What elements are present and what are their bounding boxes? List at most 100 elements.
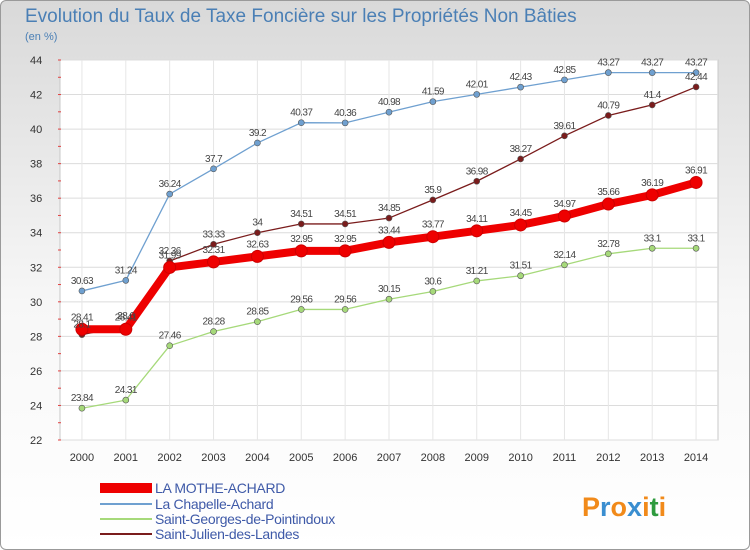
data-label: 28.28 xyxy=(203,317,226,328)
data-point xyxy=(119,322,133,336)
data-label: 35.66 xyxy=(597,187,620,198)
data-label: 32.31 xyxy=(203,245,226,256)
data-label: 33.33 xyxy=(203,229,226,240)
data-point xyxy=(517,272,524,280)
y-tick-label: 42 xyxy=(30,90,42,102)
data-point xyxy=(254,318,261,325)
data-point xyxy=(166,190,173,198)
chart-subtitle: (en %) xyxy=(25,31,57,43)
data-point xyxy=(210,328,217,335)
data-label: 31.51 xyxy=(510,261,533,272)
data-label: 43.27 xyxy=(641,58,664,69)
data-label: 40.36 xyxy=(334,108,357,119)
data-label: 30.6 xyxy=(424,276,442,287)
data-label: 42.44 xyxy=(685,72,708,83)
data-point xyxy=(429,196,437,204)
data-label: 39.2 xyxy=(249,128,267,139)
y-tick-label: 26 xyxy=(30,366,42,378)
data-point xyxy=(385,214,393,222)
data-label: 30.15 xyxy=(378,284,401,295)
data-label: 32.36 xyxy=(159,246,182,257)
data-point xyxy=(207,255,221,269)
data-label: 34.11 xyxy=(466,214,488,225)
data-label: 31.21 xyxy=(466,266,489,277)
data-label: 39.61 xyxy=(553,121,576,132)
axes: 22 24 26 28 30 32 34 36 38 40 42 44 2000 2001 2002 2003… xyxy=(30,55,708,464)
data-label: 28.41 xyxy=(115,312,138,323)
data-point xyxy=(341,306,349,313)
data-point xyxy=(297,306,305,313)
data-label: 28.6 xyxy=(117,311,135,322)
data-point xyxy=(601,197,615,211)
data-point xyxy=(517,83,524,91)
data-label: 36.24 xyxy=(159,179,182,190)
data-label: 31.99 xyxy=(159,250,182,261)
x-tick-label: 2000 xyxy=(70,452,94,464)
data-point xyxy=(382,235,396,249)
x-tick-label: 2010 xyxy=(508,452,532,464)
data-label: 28.1 xyxy=(73,320,91,331)
data-point xyxy=(605,112,612,119)
data-label: 30.63 xyxy=(71,276,94,287)
logo-letter: x xyxy=(627,492,642,522)
data-point xyxy=(605,250,612,258)
x-tick-label: 2007 xyxy=(377,452,401,464)
data-point xyxy=(517,155,524,163)
data-label: 32.78 xyxy=(597,239,620,250)
data-label: 37.7 xyxy=(205,154,223,165)
series-group xyxy=(75,69,703,412)
data-label: 24.31 xyxy=(115,385,138,396)
data-label: 40.79 xyxy=(597,100,620,111)
x-tick-label: 2005 xyxy=(289,452,313,464)
data-point xyxy=(473,177,481,185)
x-tick-label: 2002 xyxy=(157,452,181,464)
logo-letter: i xyxy=(659,492,667,522)
data-label: 28.41 xyxy=(71,312,94,323)
data-label: 34.45 xyxy=(510,208,533,219)
proxiti-logo: Proxiti xyxy=(582,492,666,522)
data-point xyxy=(473,91,481,98)
y-tick-label: 38 xyxy=(30,159,42,171)
data-label: 33.77 xyxy=(422,220,445,231)
x-tick-label: 2011 xyxy=(553,452,577,464)
data-label: 32.63 xyxy=(246,239,269,250)
data-point xyxy=(648,69,656,76)
data-label: 31.24 xyxy=(115,265,138,276)
data-point xyxy=(692,83,700,91)
legend-label: Saint-Georges-de-Pointindoux xyxy=(155,511,335,527)
data-label: 34.97 xyxy=(553,199,576,210)
data-label: 27.46 xyxy=(159,331,182,342)
y-tick-label: 28 xyxy=(30,331,42,343)
data-point xyxy=(254,229,261,237)
data-label: 32.95 xyxy=(290,234,313,245)
data-point xyxy=(561,132,568,140)
y-tick-label: 32 xyxy=(30,262,42,274)
x-tick-label: 2004 xyxy=(245,452,269,464)
data-point xyxy=(385,295,393,303)
data-point xyxy=(645,188,659,202)
data-label: 32.14 xyxy=(553,250,576,261)
data-label: 41.59 xyxy=(422,87,445,98)
data-point xyxy=(78,287,86,295)
x-tick-label: 2014 xyxy=(684,452,708,464)
data-point xyxy=(429,98,437,105)
data-label: 29.56 xyxy=(334,294,357,305)
data-point xyxy=(250,249,264,263)
data-label: 36.91 xyxy=(685,165,708,176)
data-point xyxy=(294,244,308,258)
logo-letter: t xyxy=(650,492,659,522)
data-point xyxy=(341,220,349,228)
data-label: 28.85 xyxy=(246,307,269,318)
x-tick-label: 2006 xyxy=(333,452,357,464)
legend-label: La Chapelle-Achard xyxy=(155,496,273,512)
logo-text: Proxiti xyxy=(582,492,666,522)
data-point xyxy=(338,244,352,258)
data-point xyxy=(692,69,700,76)
data-label: 32.95 xyxy=(334,234,357,245)
data-point xyxy=(514,218,528,232)
y-tick-label: 30 xyxy=(30,297,42,309)
data-label: 40.98 xyxy=(378,97,401,108)
x-tick-label: 2008 xyxy=(421,452,445,464)
data-label: 42.85 xyxy=(553,65,576,76)
data-point xyxy=(692,244,700,252)
